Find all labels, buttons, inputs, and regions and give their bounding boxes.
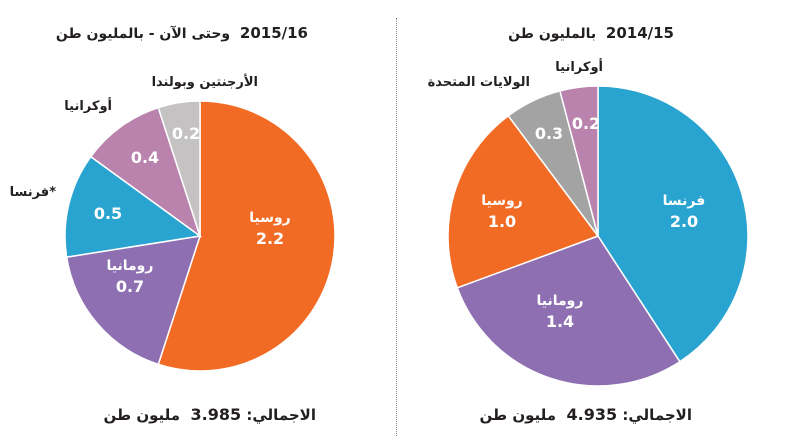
panel-divider	[396, 18, 397, 436]
chart-title: 2015/16 وحتى الآن - بالمليون طن	[56, 24, 308, 42]
chart-total: الاجمالي: 3.985 مليون طن	[103, 405, 316, 424]
slice-name-label: رومانيا	[537, 293, 584, 309]
slice-name-label: أوكرانيا	[555, 58, 603, 75]
chart-title: 2014/15 بالمليون طن	[508, 24, 674, 42]
slice-name-label: الولايات المتحدة	[428, 75, 530, 90]
slice-name-label: فرنسا	[663, 193, 706, 209]
slice-name-label: الأرجنتين وبولندا	[152, 73, 258, 90]
slice-name-label: أوكرانيا	[64, 97, 112, 114]
pie-slice	[447, 114, 600, 289]
pie-chart: روسيا 2.2 رومانيا 0.7 0.5 فرنسا* 0.4 أوكرانيا 0.…	[10, 73, 336, 372]
slice-name-label: روسيا	[249, 210, 291, 226]
slice-name-label: فرنسا*	[10, 185, 57, 200]
slice-name-label: روسيا	[481, 193, 523, 209]
pie-slice	[456, 235, 681, 387]
slice-value-label: 0.2	[172, 124, 200, 143]
slice-value-label: 0.3	[535, 124, 563, 143]
chart-title-year: 2014/15	[605, 24, 674, 42]
chart-2014-15: 2014/15 بالمليون طن فرنسا 2.0 رومانيا 1.4 رو…	[396, 0, 792, 446]
pie-slice	[157, 100, 201, 237]
slice-name-label: رومانيا	[107, 258, 154, 274]
pie-slice	[559, 85, 599, 237]
total-value: 4.935	[566, 405, 618, 424]
slice-value-label: 2.0	[670, 212, 698, 231]
slice-value-label: 0.7	[116, 277, 144, 296]
slice-value-label: 0.2	[572, 114, 600, 133]
slice-value-label: 2.2	[256, 229, 284, 248]
pie-slice	[157, 100, 336, 372]
chart-title-text: وحتى الآن - بالمليون طن	[55, 26, 231, 42]
pie-slice	[64, 155, 202, 258]
pie-chart: فرنسا 2.0 رومانيا 1.4 روسيا 1.0 0.3 الولايات ال…	[428, 58, 749, 387]
pie-slice	[65, 235, 202, 366]
chart-title-year: 2015/16	[239, 24, 308, 42]
chart-total: الاجمالي: 4.935 مليون طن	[479, 405, 692, 424]
total-unit: مليون طن	[103, 406, 181, 424]
pie-slice	[89, 106, 202, 238]
total-label: الاجمالي:	[622, 406, 692, 424]
slice-value-label: 1.4	[546, 312, 574, 331]
total-unit: مليون طن	[479, 406, 557, 424]
chart-title-text: بالمليون طن	[508, 26, 597, 42]
slice-value-label: 0.5	[94, 204, 122, 223]
slice-value-label: 0.4	[131, 148, 159, 167]
total-label: الاجمالي:	[246, 406, 316, 424]
chart-2015-16: 2015/16 وحتى الآن - بالمليون طن روسيا 2.2…	[10, 24, 336, 424]
slice-value-label: 1.0	[488, 212, 516, 231]
total-value: 3.985	[190, 405, 242, 424]
